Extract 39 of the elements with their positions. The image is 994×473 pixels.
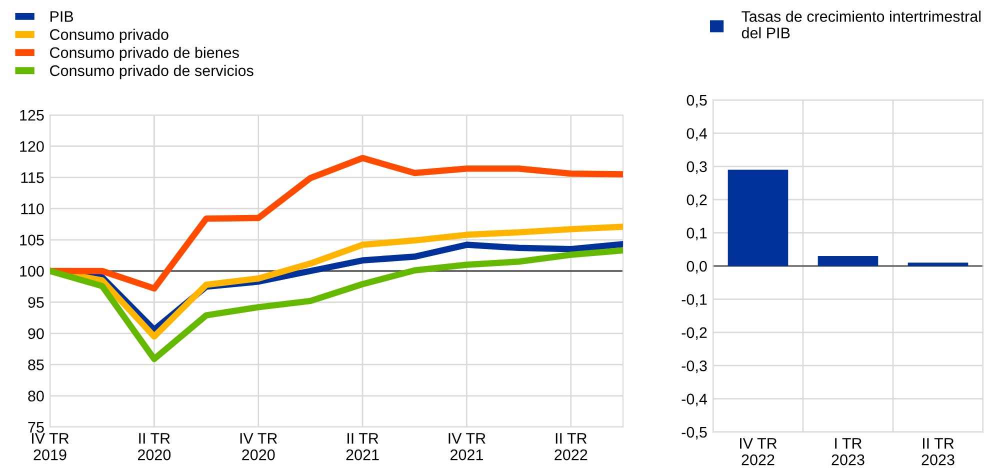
legend-label: Consumo privado de servicios — [50, 64, 254, 80]
legend-label: Tasas de crecimiento intertrimestral del PIB — [742, 10, 981, 38]
y-tick-label: 75 — [28, 422, 44, 433]
x-tick-label: IV TR 2020 — [240, 433, 278, 460]
y-tick-label: 125 — [20, 110, 44, 121]
y-tick-label: -0,3 — [682, 360, 707, 374]
legend-label: Consumo privado de bienes — [50, 46, 239, 62]
x-tick-label: IV TR 2022 — [740, 438, 777, 466]
y-tick-label: 0,2 — [686, 194, 707, 208]
y-tick-label: 85 — [28, 359, 44, 370]
bar — [908, 262, 968, 266]
y-tick-label: 115 — [21, 172, 44, 184]
legend-label: Consumo privado — [50, 28, 168, 43]
legend-label: PIB — [50, 11, 74, 22]
y-tick-label: -0,5 — [682, 426, 707, 440]
y-tick-label: 100 — [20, 266, 44, 277]
y-tick-label: 80 — [28, 390, 44, 402]
y-tick-label: 0,4 — [686, 128, 707, 141]
y-tick-label: 110 — [21, 203, 44, 214]
x-tick-label: IV TR 2019 — [32, 433, 69, 460]
x-tick-label: I TR 2023 — [832, 438, 864, 466]
y-tick-label: 95 — [28, 297, 44, 308]
y-tick-label: 0,5 — [686, 94, 707, 108]
y-tick-label: 0,1 — [686, 228, 707, 240]
y-tick-label: 0,0 — [686, 260, 707, 274]
y-tick-label: 105 — [20, 234, 44, 246]
bar — [818, 256, 878, 266]
x-tick-label: II TR 2021 — [346, 433, 379, 460]
y-tick-label: -0,1 — [682, 294, 707, 307]
x-tick-label: II TR 2023 — [922, 438, 954, 466]
x-tick-label: IV TR 2021 — [448, 433, 486, 460]
y-tick-label: 0,3 — [686, 161, 707, 174]
y-tick-label: 120 — [20, 141, 44, 152]
y-tick-label: 90 — [28, 328, 44, 340]
x-tick-label: II TR 2020 — [138, 433, 171, 460]
y-tick-label: -0,4 — [682, 394, 707, 406]
y-tick-label: -0,2 — [682, 327, 707, 340]
x-tick-label: II TR 2022 — [554, 433, 588, 460]
bar — [728, 170, 788, 266]
